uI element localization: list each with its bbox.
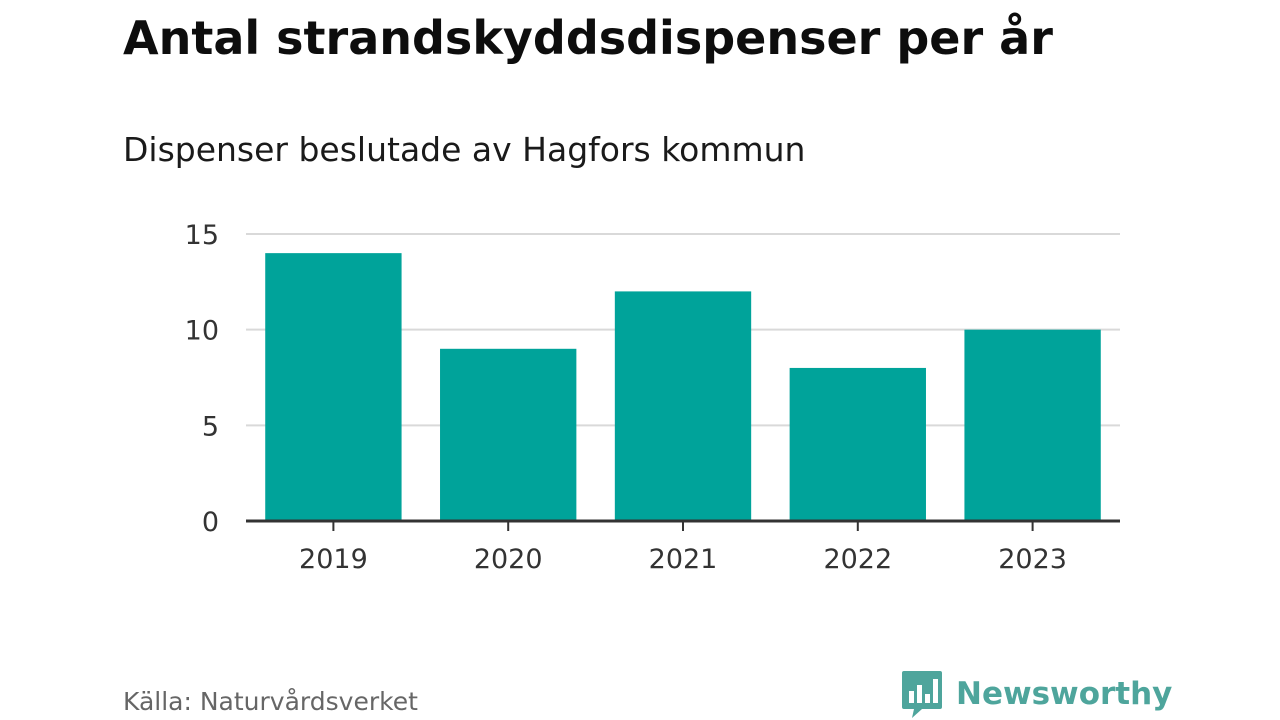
chart-subtitle: Dispenser beslutade av Hagfors kommun [123,130,806,169]
bar-2022 [789,367,926,521]
x-tick-label: 2019 [299,544,368,575]
chart-title: Antal strandskyddsdispenser per år [123,11,1053,65]
y-tick-label: 10 [185,316,219,347]
bar-2020 [440,348,577,521]
source-note: Källa: Naturvårdsverket [123,687,418,716]
y-tick-label: 0 [202,507,219,538]
y-tick-label: 5 [202,411,219,442]
bar-2023 [964,329,1101,521]
bars [265,253,1101,521]
bar-chart: 0 5 10 15 2019 2020 2021 2022 2023 [185,220,1120,575]
x-tick-label: 2021 [649,544,718,575]
x-axis: 2019 2020 2021 2022 2023 [246,519,1120,575]
y-axis-ticks: 0 5 10 15 [185,220,219,538]
x-tick-label: 2020 [474,544,543,575]
brand-name: Newsworthy [956,676,1173,712]
x-tick-label: 2022 [823,544,892,575]
x-tick-label: 2023 [998,544,1067,575]
brand: Newsworthy [900,668,1172,720]
bar-chart-speech-bubble-icon [902,671,942,718]
bar-2019 [265,253,402,521]
y-tick-label: 15 [185,220,219,251]
bar-2021 [614,291,752,521]
